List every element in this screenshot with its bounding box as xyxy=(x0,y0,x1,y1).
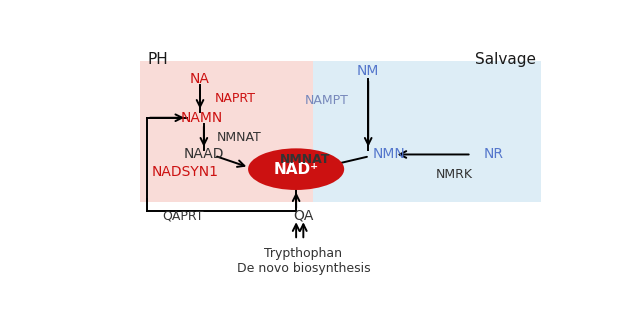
Text: NR: NR xyxy=(484,148,503,162)
Text: NMRK: NMRK xyxy=(436,168,473,181)
Text: NAD⁺: NAD⁺ xyxy=(273,162,319,177)
Bar xyxy=(313,61,541,202)
Text: NMN: NMN xyxy=(373,148,405,162)
Text: Trypthophan: Trypthophan xyxy=(264,247,342,260)
Text: NAMN: NAMN xyxy=(180,111,223,125)
Text: NMNAT: NMNAT xyxy=(217,131,262,144)
Text: QA: QA xyxy=(293,209,314,223)
Text: NMNAT: NMNAT xyxy=(280,153,330,166)
Text: NAPRT: NAPRT xyxy=(215,92,255,105)
Text: De novo biosynthesis: De novo biosynthesis xyxy=(236,262,370,275)
Text: NM: NM xyxy=(357,64,379,78)
Text: QAPRT: QAPRT xyxy=(162,209,204,222)
Text: NAAD: NAAD xyxy=(183,148,224,162)
Text: PH: PH xyxy=(147,52,168,67)
Text: Salvage: Salvage xyxy=(476,52,536,67)
Ellipse shape xyxy=(248,148,344,190)
Text: NAMPT: NAMPT xyxy=(305,94,349,107)
Text: NADSYN1: NADSYN1 xyxy=(152,165,219,179)
Bar xyxy=(140,61,313,202)
Text: NA: NA xyxy=(190,72,210,86)
